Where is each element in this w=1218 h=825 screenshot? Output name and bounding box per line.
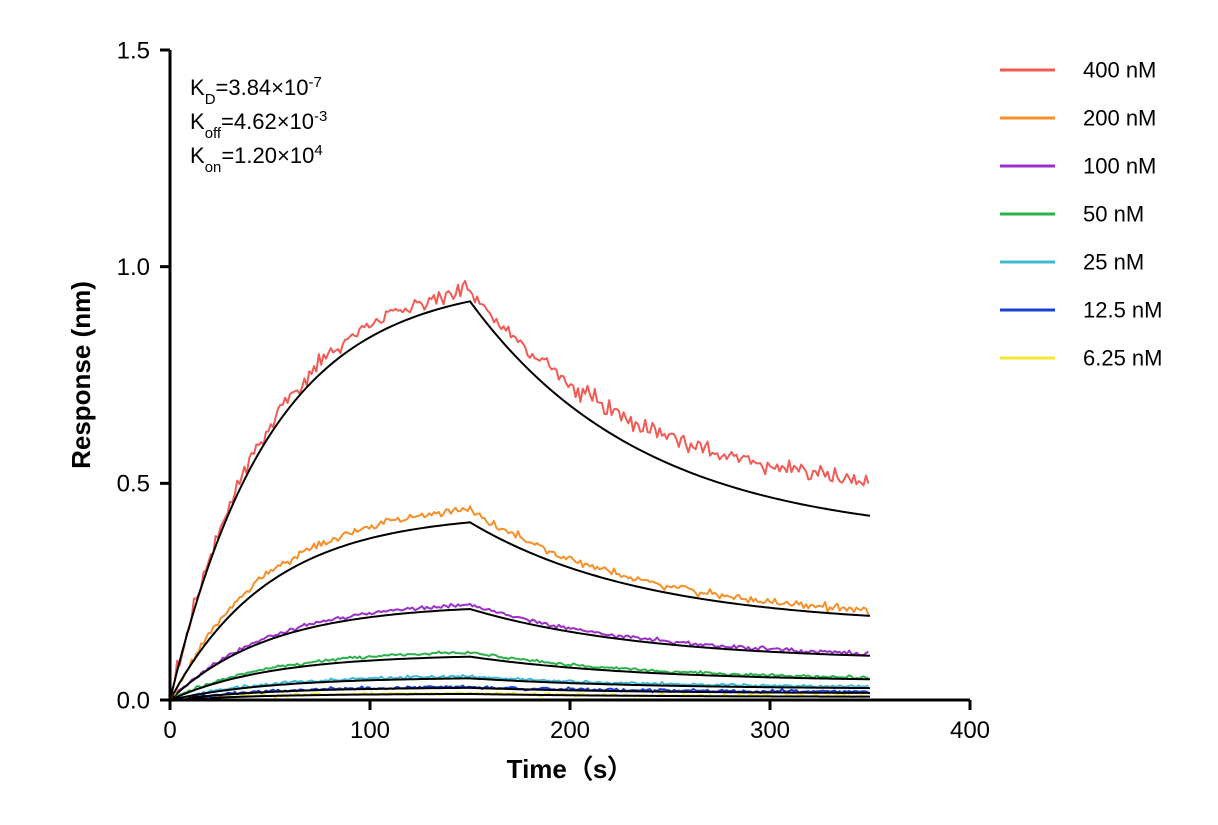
- y-tick-label: 0.0: [117, 687, 150, 714]
- y-tick-label: 1.0: [117, 254, 150, 281]
- legend-label: 100 nM: [1083, 154, 1156, 179]
- legend-label: 6.25 nM: [1083, 346, 1163, 371]
- legend-label: 400 nM: [1083, 58, 1156, 83]
- legend-label: 50 nM: [1083, 202, 1144, 227]
- chart-container: 0 100 200 300 400 0.0 0.5 1.0 1.5 Time（s） Response…: [0, 0, 1218, 825]
- y-axis-label: Response (nm): [66, 281, 96, 469]
- x-axis-label: Time（s）: [507, 754, 634, 784]
- legend-label: 25 nM: [1083, 250, 1144, 275]
- y-tick-label: 0.5: [117, 471, 150, 498]
- x-tick-label: 100: [350, 717, 390, 744]
- y-tick-label: 1.5: [117, 37, 150, 64]
- x-tick-label: 300: [750, 717, 790, 744]
- x-tick-label: 200: [550, 717, 590, 744]
- legend-label: 200 nM: [1083, 106, 1156, 131]
- kinetics-sensorgram-chart: 0 100 200 300 400 0.0 0.5 1.0 1.5 Time（s） Response…: [0, 0, 1218, 825]
- legend-label: 12.5 nM: [1083, 298, 1163, 323]
- x-tick-label: 400: [950, 717, 990, 744]
- x-tick-label: 0: [163, 717, 176, 744]
